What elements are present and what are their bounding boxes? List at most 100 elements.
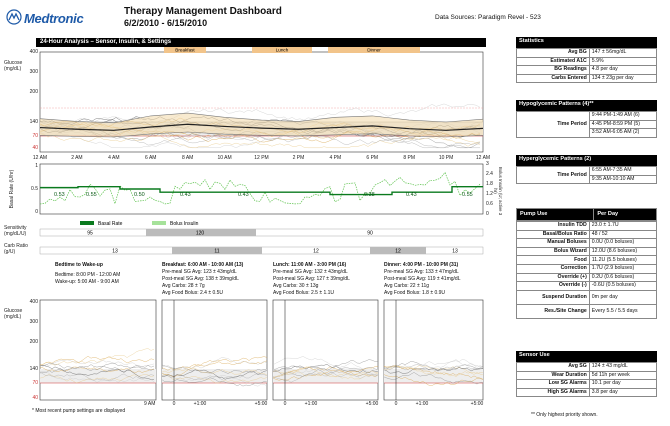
time-tick: 4 PM <box>329 155 342 161</box>
row-label: Basal/Bolus Ratio <box>516 229 590 240</box>
basal-tick: 1 <box>35 163 38 169</box>
period-line: Avg Food Bolus: 1.8 ± 0.9U <box>384 290 446 296</box>
period-trace <box>39 355 155 366</box>
row-value: 11.2U (5.5 boluses) <box>588 255 658 265</box>
row-value: 10.1 per day <box>588 379 658 389</box>
sensor-trace <box>39 103 481 125</box>
period-line: Avg Food Bolus: 2.5 ± 1.1U <box>273 290 335 296</box>
period-line: Pre-meal SG Avg: 133 ± 47mg/dL <box>384 269 459 275</box>
table-row: Avg SG 124 ± 43 mg/dL <box>516 362 658 372</box>
medtronic-logo: Medtronic <box>6 9 84 27</box>
row-label: Carbs Entered <box>516 73 590 84</box>
table-row: Carbs Entered 134 ± 23g per day <box>516 73 658 84</box>
hypo-label: Time Period <box>516 111 590 138</box>
period-dinner: Dinner: 4:00 PM - 10:00 PM (31) Pre-meal… <box>384 262 461 297</box>
meal-band-breakfast <box>164 47 206 53</box>
meal-label-dinner: Dinner <box>367 48 381 53</box>
period-title: Lunch: 11:00 AM - 3:00 PM (16) <box>273 262 347 268</box>
small-time-tick: 0 <box>283 401 287 407</box>
time-tick: 4 AM <box>108 155 120 161</box>
hypo-value: 4:45 PM-8:59 PM (5) <box>588 119 658 130</box>
sensor-title: Sensor Use <box>516 351 657 362</box>
pump-title: Pump Use <box>515 208 595 221</box>
row-value: 12.0U (8.6 boluses) <box>588 246 658 257</box>
table-row: Low SG Alarms 10.1 per day <box>516 379 658 389</box>
period-trace <box>39 371 155 382</box>
time-tick: 8 AM <box>181 155 194 161</box>
row-value: 147 ± 56mg/dL <box>588 48 658 58</box>
period-trace <box>272 364 379 374</box>
period-trace <box>39 362 155 371</box>
table-row: Manual Boluses 0.0U (0.0 boluses) <box>516 238 658 248</box>
carb-band-11 <box>172 247 262 254</box>
row-label: Food <box>516 255 590 265</box>
quartile-band <box>40 113 483 137</box>
period-trace <box>383 364 484 380</box>
period-chart-frame <box>383 299 484 401</box>
table-row: Avg BG 147 ± 56mg/dL <box>516 48 658 58</box>
bolus-tick: 1.2 <box>486 191 493 197</box>
row-value: 5d 11h per week <box>588 370 658 381</box>
carb-ratio-value: 13 <box>452 249 458 255</box>
bolus-tick: 0.6 <box>486 201 493 207</box>
period-trace <box>272 367 379 377</box>
row-value: 4.8 per day <box>588 65 658 75</box>
period-line: Post-meal SG Avg: 138 ± 39mg/dL <box>162 276 239 282</box>
row-value: Every 5.5 / 5.5 days <box>588 303 658 319</box>
row-value: 0m per day <box>588 289 658 305</box>
period-trace <box>383 365 483 377</box>
carb-ratio-value: 12 <box>395 249 401 255</box>
analysis-panel-header: 24-Hour Analysis – Sensor, Insulin, & Se… <box>36 38 486 47</box>
period-line: Pre-meal SG Avg: 123 ± 43mg/dL <box>162 269 237 275</box>
date-range: 6/2/2010 - 6/15/2010 <box>124 18 208 28</box>
period-trace <box>39 348 155 366</box>
brand-name: Medtronic <box>24 11 84 26</box>
small-glucose-tick: 40 <box>32 395 38 401</box>
table-row: High SG Alarms 3.8 per day <box>516 387 658 398</box>
pump-title2: Per Day <box>593 208 657 221</box>
row-value: 134 ± 23g per day <box>588 73 658 84</box>
row-value: -0.6U (0.5 boluses) <box>588 281 658 291</box>
period-trace <box>272 368 379 379</box>
glucose-tick: 200 <box>29 89 38 95</box>
period-chart-frame <box>39 299 157 401</box>
time-tick: 2 PM <box>292 155 305 161</box>
row-label: Manual Boluses <box>516 238 590 248</box>
small-time-tick: +5:00 <box>365 401 379 407</box>
data-sources: Data Sources: Paradigm Revel - 523 <box>435 14 541 21</box>
bolus-tick: 0 <box>486 211 489 217</box>
period-trace <box>161 369 268 380</box>
hyper-panel: Hyperglycemic Patterns (2) Time Period 6:… <box>516 155 658 185</box>
table-row: BG Readings 4.8 per day <box>516 65 658 75</box>
period-chart-frame <box>161 299 268 401</box>
period-trace <box>272 359 378 371</box>
time-tick: 2 AM <box>71 155 83 161</box>
basal-value: 0.55 <box>86 192 97 198</box>
time-tick: 12 PM <box>254 155 269 161</box>
basal-trace <box>40 186 483 196</box>
time-tick: 6 AM <box>145 155 157 161</box>
period-line: Post-meal SG Avg: 127 ± 39mg/dL <box>273 276 350 282</box>
time-tick: 10 AM <box>217 155 232 161</box>
small-time-tick: +5:00 <box>470 401 484 407</box>
row-label: High SG Alarms <box>516 387 590 398</box>
table-row: Basal/Bolus Ratio 48 / 52 <box>516 229 658 240</box>
glucose-tick: 140 <box>29 119 38 125</box>
table-row: Override (-) -0.6U (0.5 boluses) <box>516 281 658 291</box>
bolus-axis-label: Bolus Insulin (U; active 3 hr) <box>493 166 503 216</box>
basal-value: 0.50 <box>134 192 145 198</box>
period-trace <box>39 365 154 380</box>
row-label: Avg SG <box>516 362 590 372</box>
row-label: Avg BG <box>516 48 590 58</box>
hypo-panel: Hypoglycemic Patterns (4)** Time Period 9… <box>516 100 658 138</box>
hyper-label: Time Period <box>516 165 590 185</box>
table-row: Res./Site Change Every 5.5 / 5.5 days <box>516 303 658 319</box>
meal-band-lunch <box>252 47 312 53</box>
basal-tick: 0.5 <box>31 186 38 192</box>
small-time-tick: +1:00 <box>415 401 429 407</box>
series-avg-sg <box>39 123 484 131</box>
table-row: Wear Duration 5d 11h per week <box>516 370 658 381</box>
statistics-table: Avg BG 147 ± 56mg/dL Estimated A1C 5.9% BG R… <box>516 48 658 84</box>
row-label: BG Readings <box>516 65 590 75</box>
meal-label-lunch: Lunch <box>276 48 289 53</box>
